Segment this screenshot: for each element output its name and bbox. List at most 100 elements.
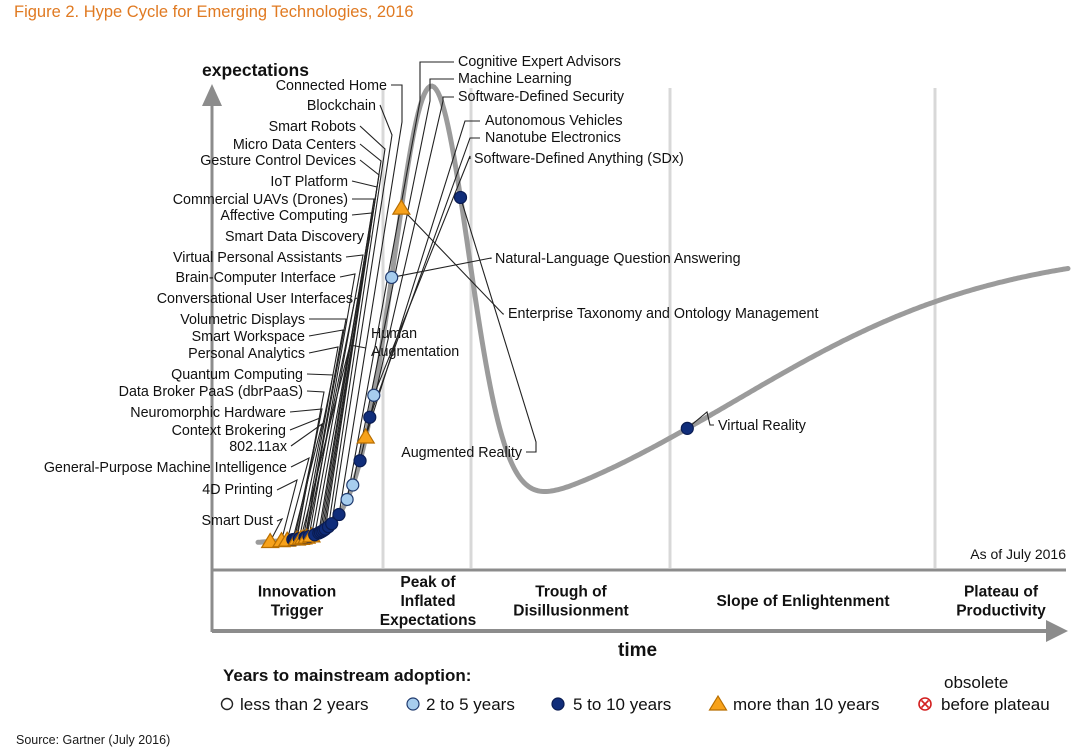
tech-augmented-reality-label: Augmented Reality [401,445,523,461]
tech-smart-workspace-connector [304,329,344,538]
y-axis-label: expectations [202,60,309,80]
tech-gesture-control-devices-label: Gesture Control Devices [200,153,356,169]
legend-obsolete-icon [918,697,932,711]
legend-item-2to5: 2 to 5 years [406,695,515,714]
tech-smart-dust-label: Smart Dust [202,513,274,529]
tech-natural-language-question-answering: Natural-Language Question Answering [385,251,741,285]
phase-label-line: Inflated [400,593,455,610]
legend-gt10-icon [708,694,728,711]
phase-label-line: Innovation [258,584,336,601]
tech-connected-home-marker [332,507,346,522]
legend-2to5-icon [406,697,420,711]
legend-label-lt2: less than 2 years [240,695,369,714]
legend-obsolete-icon-cross [920,699,930,709]
legend-item-obsolete: obsolete before plateau [918,673,1050,714]
tech-smart-data-discovery-label: Smart Data Discovery [225,229,365,245]
tech-virtual-reality-connector [686,411,714,429]
tech-software-defined-anything-sdx: Software-Defined Anything (SDx) [367,151,684,402]
phase-label-line: Expectations [380,612,476,629]
phase-label-line: Disillusionment [513,603,628,620]
tech-augmented-reality-marker [453,190,468,205]
phase-labels: Innovation Trigger Peak of Inflated Expectat… [258,574,1046,629]
phase-label-line: Trough of [535,584,607,601]
tech-volumetric-displays-label: Volumetric Displays [180,312,305,328]
tech-personal-analytics-label: Personal Analytics [188,346,305,362]
tech-smart-robots-label: Smart Robots [269,119,356,135]
tech-software-defined-security: Software-Defined Security [353,89,625,468]
x-axis-arrow [1046,620,1068,642]
legend-item-lt2: less than 2 years [220,695,369,714]
y-axis-arrow [202,84,222,106]
technology-markers: Smart Dust 4D Printing General-Purpose Mac… [44,54,819,549]
tech-4d-printing-label: 4D Printing [202,482,273,498]
tech-commercial-uavs-drones-label: Commercial UAVs (Drones) [173,192,348,208]
phase-label-line: Slope of Enlightenment [716,593,889,610]
tech-micro-data-centers-connector [324,143,382,530]
tech-micro-data-centers-label: Micro Data Centers [233,137,356,153]
legend-label-5to10: 5 to 10 years [573,695,671,714]
tech-enterprise-taxonomy-and-ontology-management-label: Enterprise Taxonomy and Ontology Managem… [508,306,819,322]
hype-curve [255,83,1071,545]
tech-cognitive-expert-advisors-connector [346,61,454,500]
tech-volumetric-displays-connector [305,318,347,538]
tech-cognitive-expert-advisors-label: Cognitive Expert Advisors [458,54,621,70]
tech-data-broker-paas-dbrpaas-label: Data Broker PaaS (dbrPaaS) [119,384,303,400]
tech-nanotube-electronics-label: Nanotube Electronics [485,130,621,146]
tech-context-brokering-label: Context Brokering [172,423,286,439]
tech-virtual-reality-marker [680,421,694,435]
tech-augmented-reality: Augmented Reality [401,190,537,461]
legend-title: Years to mainstream adoption: [223,666,471,685]
tech-connected-home-connector [338,84,403,515]
tech-augmented-reality-connector [459,197,537,453]
tech-connected-home: Connected Home [276,78,403,522]
phase-label-innovation-trigger: Innovation Trigger [258,584,336,620]
tech-natural-language-question-answering-connector [391,257,492,278]
tech-enterprise-taxonomy-and-ontology-management-marker [391,198,411,215]
tech-machine-learning-marker [346,478,360,492]
tech-natural-language-question-answering-label: Natural-Language Question Answering [495,251,741,267]
tech-blockchain-marker [325,517,339,531]
tech-natural-language-question-answering-marker [385,270,399,285]
phase-label-line: Trigger [271,603,324,620]
tech-blockchain-connector [331,104,393,524]
tech-software-defined-security-label: Software-Defined Security [458,89,625,105]
tech-smart-workspace-label: Smart Workspace [192,329,305,345]
tech-personal-analytics-connector [302,346,339,539]
tech-brain-computer-interface: Brain-Computer Interface [175,270,356,544]
legend-obsolete-label-line-2: before plateau [941,695,1050,714]
tech-brain-computer-interface-label: Brain-Computer Interface [175,270,336,286]
tech-software-defined-anything-sdx-connector [373,155,471,396]
tech-human-augmentation: Human Augmentation [291,326,459,545]
tech-machine-learning-connector [352,78,454,486]
tech-neuromorphic-hardware-label: Neuromorphic Hardware [130,405,286,421]
tech-autonomous-vehicles-label: Autonomous Vehicles [485,113,623,129]
phase-label-trough-of-disillusionment: Trough of Disillusionment [513,584,628,620]
tech-software-defined-security-connector [359,96,454,461]
axes: expectations time As of July 2016 [202,60,1068,661]
tech-virtual-reality: Virtual Reality [680,411,807,435]
tech-brain-computer-interface-connector [308,273,356,537]
tech-nanotube-electronics: Nanotube Electronics [363,130,621,424]
tech-virtual-personal-assistants: Virtual Personal Assistants [173,250,364,543]
tech-general-purpose-machine-intelligence-label: General-Purpose Machine Intelligence [44,460,287,476]
tech-enterprise-taxonomy-and-ontology-management-connector [400,207,504,315]
legend-lt2-icon [220,697,234,711]
phase-label-line: Peak of [400,574,456,591]
tech-802-11ax-label: 802.11ax [229,439,287,455]
tech-blockchain-label: Blockchain [307,98,376,114]
legend: Years to mainstream adoption: less than 2… [220,666,1050,714]
legend-item-5to10: 5 to 10 years [551,695,671,714]
tech-software-defined-anything-sdx-label: Software-Defined Anything (SDx) [474,151,684,167]
tech-connected-home-label: Connected Home [276,78,387,94]
source-note: Source: Gartner (July 2016) [16,733,171,747]
tech-commercial-uavs-drones-connector [319,198,375,533]
tech-conversational-user-interfaces-label: Conversational User Interfaces [157,291,353,307]
phase-label-plateau-of-productivity: Plateau of Productivity [956,584,1046,620]
legend-item-gt10: more than 10 years [708,694,879,714]
tech-general-purpose-machine-intelligence: General-Purpose Machine Intelligence [44,456,310,547]
tech-machine-learning-label: Machine Learning [458,71,572,87]
tech-nanotube-electronics-connector [369,137,480,418]
phase-label-line: Plateau of [964,584,1039,601]
tech-cognitive-expert-advisors-marker [340,492,354,507]
